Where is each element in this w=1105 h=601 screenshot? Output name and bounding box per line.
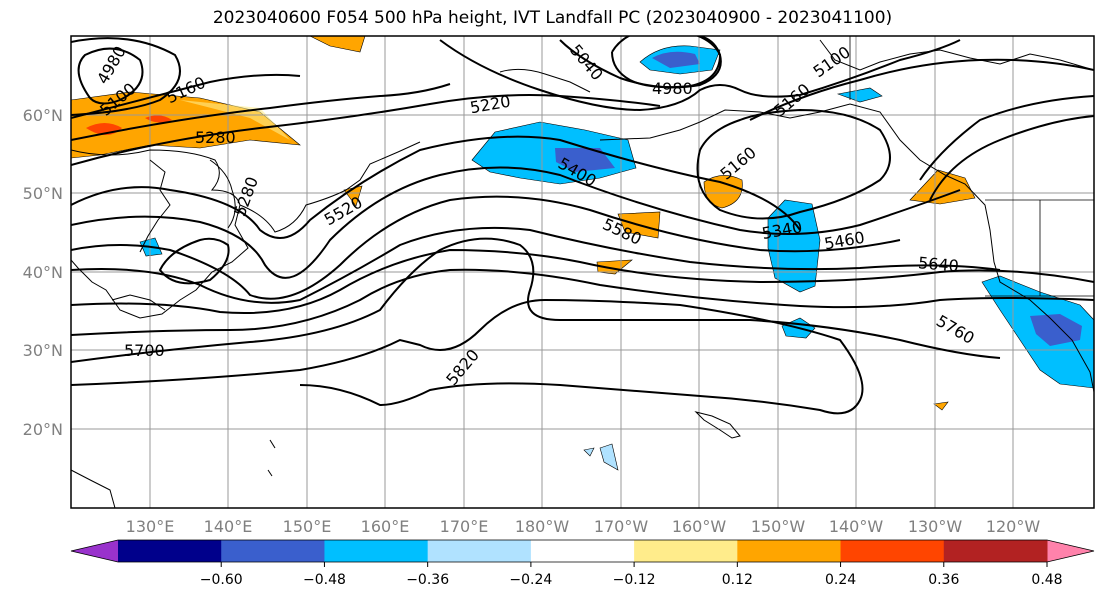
- colorbar-cell: [427, 540, 532, 562]
- lat-label: 30°N: [23, 341, 63, 360]
- gridlines: [71, 36, 1094, 508]
- lon-label: 130°E: [126, 517, 175, 536]
- colorbar-cell: [118, 540, 222, 562]
- colorbar-cell: [840, 540, 945, 562]
- colorbar-tick-label: 0.36: [928, 572, 959, 588]
- lat-label: 50°N: [23, 184, 63, 203]
- colorbar-tick-label: 0.24: [825, 572, 856, 588]
- colorbar-outline: [70, 539, 1095, 563]
- colorbar-cell: [943, 540, 1048, 562]
- colorbar-cell: [530, 540, 635, 562]
- colorbar-cell: [737, 540, 842, 562]
- contour-label: 5280: [195, 128, 236, 147]
- contour-label: 5700: [124, 341, 165, 360]
- lat-label: 20°N: [23, 420, 63, 439]
- colorbar-cell: [324, 540, 429, 562]
- longitude-labels: 130°E 140°E 150°E 160°E 170°E 180°W 170°…: [126, 517, 1041, 536]
- lon-label: 140°W: [829, 517, 884, 536]
- contour-label: 4980: [652, 79, 693, 98]
- colorbar-cell: [221, 540, 325, 562]
- lon-label: 150°W: [751, 517, 806, 536]
- colorbar-tick-label: −0.24: [509, 572, 552, 588]
- contour-label: 5640: [917, 253, 959, 275]
- lon-label: 170°E: [440, 517, 489, 536]
- lon-label: 140°E: [204, 517, 253, 536]
- lat-label: 40°N: [23, 263, 63, 282]
- coastlines: [71, 39, 1094, 508]
- height-contours: [71, 36, 1094, 415]
- lon-label: 170°W: [594, 517, 649, 536]
- colorbar-tick-label: −0.48: [303, 572, 346, 588]
- lat-label: 60°N: [23, 106, 63, 125]
- lon-label: 150°E: [283, 517, 332, 536]
- colorbar-cell: [634, 540, 738, 562]
- map-title: 2023040600 F054 500 hPa height, IVT Land…: [212, 8, 893, 28]
- latitude-labels: 60°N 50°N 40°N 30°N 20°N: [23, 106, 63, 439]
- political-borders: [849, 36, 1094, 297]
- lon-label: 130°W: [908, 517, 963, 536]
- colorbar: −0.60 −0.48 −0.36 −0.24 −0.12 0.12 0.24 0.36 0.4…: [70, 539, 1095, 588]
- colorbar-tick-label: 0.48: [1031, 572, 1062, 588]
- lon-label: 160°E: [361, 517, 410, 536]
- lon-label: 120°W: [986, 517, 1041, 536]
- colorbar-tick-label: −0.60: [200, 572, 243, 588]
- map-frame: [70, 35, 1095, 509]
- colorbar-tick-label: −0.36: [406, 572, 449, 588]
- lon-label: 180°W: [515, 517, 570, 536]
- colorbar-extend-low: [71, 540, 118, 562]
- lon-label: 160°W: [672, 517, 727, 536]
- colorbar-tick-label: 0.12: [722, 572, 753, 588]
- colorbar-extend-high: [1047, 540, 1094, 562]
- colorbar-tick-label: −0.12: [613, 572, 656, 588]
